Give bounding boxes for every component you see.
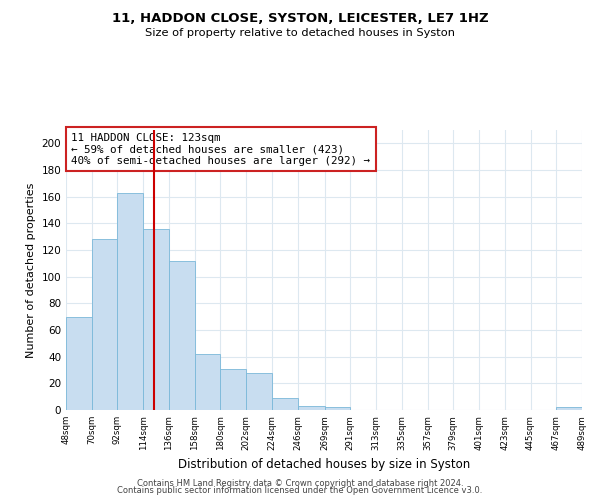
Text: Contains public sector information licensed under the Open Government Licence v3: Contains public sector information licen…: [118, 486, 482, 495]
Bar: [169, 260, 195, 410]
Text: Size of property relative to detached houses in Syston: Size of property relative to detached ho…: [145, 28, 455, 38]
Bar: [325, 408, 350, 410]
Y-axis label: Number of detached properties: Number of detached properties: [26, 182, 36, 358]
Text: Contains HM Land Registry data © Crown copyright and database right 2024.: Contains HM Land Registry data © Crown c…: [137, 478, 463, 488]
Bar: [246, 372, 272, 410]
Bar: [92, 240, 118, 410]
Bar: [556, 408, 582, 410]
Bar: [66, 316, 92, 410]
Bar: [220, 368, 246, 410]
Text: 11 HADDON CLOSE: 123sqm
← 59% of detached houses are smaller (423)
40% of semi-d: 11 HADDON CLOSE: 123sqm ← 59% of detache…: [71, 133, 370, 166]
Bar: [118, 192, 143, 410]
X-axis label: Distribution of detached houses by size in Syston: Distribution of detached houses by size …: [178, 458, 470, 471]
Bar: [143, 228, 169, 410]
Text: 11, HADDON CLOSE, SYSTON, LEICESTER, LE7 1HZ: 11, HADDON CLOSE, SYSTON, LEICESTER, LE7…: [112, 12, 488, 26]
Bar: [195, 354, 220, 410]
Bar: [272, 398, 298, 410]
Bar: [298, 406, 325, 410]
